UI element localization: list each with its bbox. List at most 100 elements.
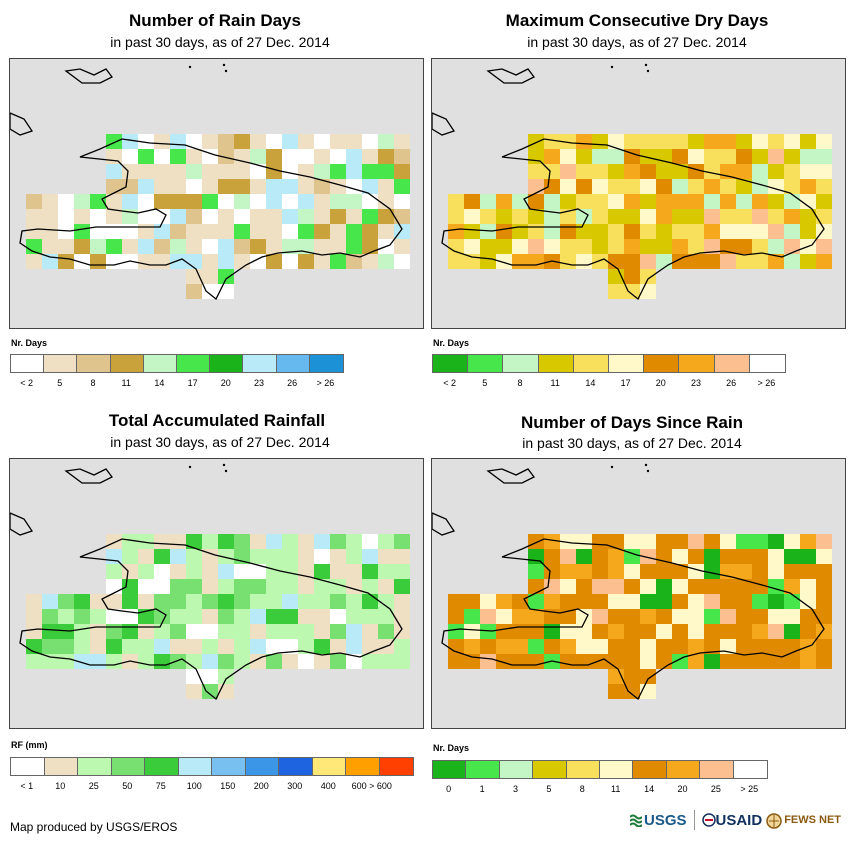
grid-cell [576, 624, 592, 639]
fews-logo[interactable]: FEWS NET [766, 813, 841, 829]
grid-cell [250, 149, 266, 164]
grid-cell [346, 164, 362, 179]
legend-label: 3 [512, 784, 519, 794]
panel-dry-days: Maximum Consecutive Dry Days in past 30 … [427, 0, 854, 400]
grid-cell [624, 209, 640, 224]
grid-cell [90, 654, 106, 669]
grid-cell [480, 594, 496, 609]
grid-cell [346, 579, 362, 594]
grid-cell [42, 209, 58, 224]
grid-cell [106, 194, 122, 209]
grid-cell [800, 609, 816, 624]
grid-cell [378, 534, 394, 549]
grid-cell [768, 239, 784, 254]
grid-cell [122, 579, 138, 594]
grid-cell [592, 564, 608, 579]
legend-label: 8 [579, 784, 585, 794]
grid-cell [784, 549, 800, 564]
grid-cell [688, 209, 704, 224]
grid-cell [170, 179, 186, 194]
grid-cell [330, 209, 346, 224]
grid-cell [480, 239, 496, 254]
grid-cell [752, 609, 768, 624]
grid-cell [330, 654, 346, 669]
grid-cell [640, 269, 656, 284]
grid-cell [74, 639, 90, 654]
grid-cell [496, 639, 512, 654]
grid-cell [74, 624, 90, 639]
grid-cell [592, 254, 608, 269]
grid-cell [576, 579, 592, 594]
grid-cell [736, 624, 752, 639]
grid-cell [330, 149, 346, 164]
grid-cell [394, 579, 410, 594]
grid-cell [218, 639, 234, 654]
grid-cell [704, 549, 720, 564]
grid-cell [800, 624, 816, 639]
grid-cell [186, 579, 202, 594]
grid-cell [800, 164, 816, 179]
grid-cell [330, 594, 346, 609]
grid-cell [736, 254, 752, 269]
grid-cell [624, 654, 640, 669]
grid-cell [218, 624, 234, 639]
grid-cell [170, 149, 186, 164]
grid-cell [58, 254, 74, 269]
grid-cell [784, 254, 800, 269]
grid-cell [42, 654, 58, 669]
legend-title: RF (mm) [11, 740, 48, 750]
grid-cell [282, 609, 298, 624]
legend-label: 10 [55, 781, 66, 791]
grid-cell [560, 564, 576, 579]
legend-bar [432, 354, 786, 373]
grid-cell [640, 149, 656, 164]
grid-cell [608, 534, 624, 549]
grid-cell [330, 609, 346, 624]
grid-cell [656, 609, 672, 624]
legend-label: 14 [644, 784, 655, 794]
grid-cell [170, 609, 186, 624]
grid-cell [122, 639, 138, 654]
grid-cell [656, 134, 672, 149]
grid-cell [480, 254, 496, 269]
grid-cell [464, 224, 480, 239]
grid-cell [106, 254, 122, 269]
legend-label: < 2 [443, 378, 456, 388]
grid-cell [688, 134, 704, 149]
islet [646, 69, 650, 73]
grid-cells [448, 134, 832, 299]
legend-swatch [111, 758, 145, 775]
grid-cell [234, 134, 250, 149]
grid-cell [704, 254, 720, 269]
grid-cell [768, 534, 784, 549]
grid-cell [720, 624, 736, 639]
grid-cell [624, 269, 640, 284]
grid-cell [74, 654, 90, 669]
grid-cell [378, 654, 394, 669]
legend-label: 20 [677, 784, 688, 794]
grid-cell [138, 194, 154, 209]
panel-title: Number of Rain Days [129, 11, 301, 30]
grid-cell [608, 609, 624, 624]
grid-cell [656, 534, 672, 549]
grid-cell [378, 194, 394, 209]
grid-cell [394, 149, 410, 164]
grid-cell [282, 549, 298, 564]
grid-cell [58, 639, 74, 654]
grid-cell [816, 579, 832, 594]
usgs-logo[interactable]: USGS [629, 812, 687, 829]
grid-cell [362, 639, 378, 654]
grid-cell [448, 624, 464, 639]
grid-cell [106, 534, 122, 549]
grid-cell [544, 134, 560, 149]
grid-cell [464, 609, 480, 624]
grid-cell [528, 194, 544, 209]
grid-cell [250, 639, 266, 654]
grid-cell [816, 594, 832, 609]
usaid-logo[interactable]: USAID [701, 812, 762, 829]
grid-cell [704, 179, 720, 194]
grid-cell [576, 609, 592, 624]
hispaniola-coastline [19, 538, 403, 701]
grid-cell [560, 254, 576, 269]
grid-cell [784, 149, 800, 164]
